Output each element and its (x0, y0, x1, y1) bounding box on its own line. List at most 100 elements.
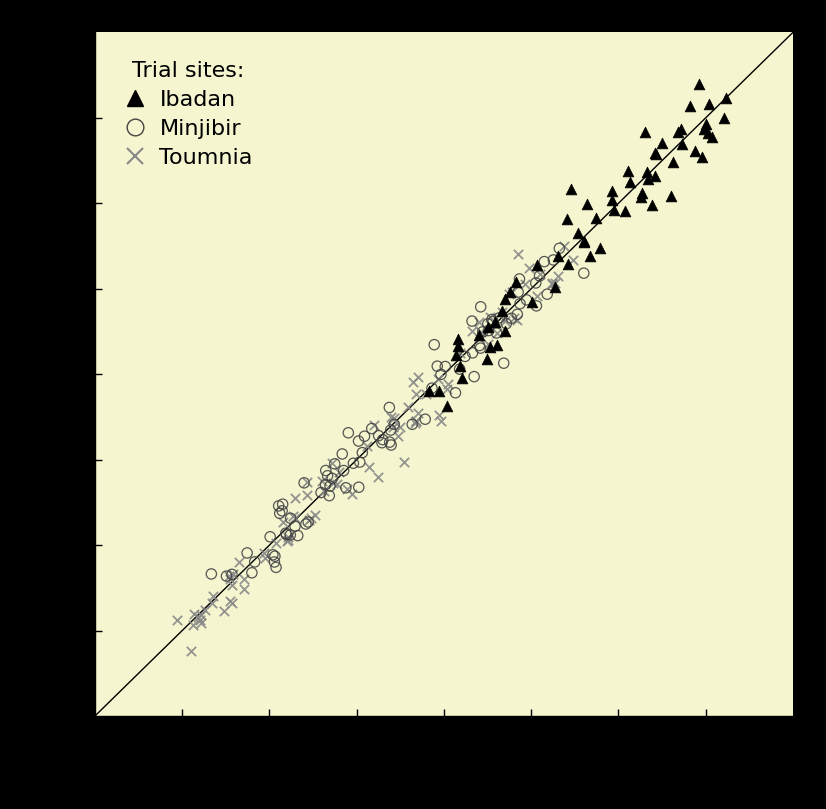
Point (408, 417, 421, 430)
Point (363, 460, 376, 473)
Point (474, 300, 487, 313)
Point (510, 313, 524, 326)
Point (505, 311, 518, 324)
Point (491, 327, 504, 340)
Point (697, 122, 710, 135)
Point (513, 273, 526, 286)
Point (498, 324, 511, 337)
Point (523, 261, 536, 274)
Point (309, 509, 322, 522)
Point (509, 276, 522, 289)
Point (372, 430, 385, 443)
Point (453, 362, 466, 375)
Point (406, 417, 419, 430)
Point (301, 515, 315, 528)
Point (496, 305, 509, 318)
Point (347, 457, 360, 470)
Point (572, 226, 585, 239)
Point (499, 293, 512, 306)
Point (500, 317, 513, 330)
Point (301, 489, 314, 502)
Point (465, 324, 478, 337)
Point (419, 388, 432, 400)
Point (452, 340, 465, 353)
Point (195, 609, 208, 622)
Point (434, 414, 448, 427)
Point (577, 235, 591, 248)
Point (384, 424, 397, 437)
Point (648, 147, 662, 160)
Point (226, 568, 240, 581)
Point (624, 176, 637, 188)
Point (672, 125, 685, 138)
Point (511, 286, 525, 299)
Point (368, 418, 381, 431)
Point (187, 619, 200, 632)
Point (514, 297, 527, 310)
Point (323, 489, 336, 502)
Point (453, 346, 467, 359)
Point (553, 242, 566, 255)
Point (472, 339, 486, 352)
Point (519, 277, 532, 290)
Point (510, 308, 524, 321)
Point (502, 288, 515, 301)
Point (288, 491, 301, 504)
Point (638, 125, 651, 138)
Point (419, 413, 432, 426)
Point (701, 126, 714, 139)
Point (332, 466, 345, 479)
Point (530, 290, 544, 303)
Point (342, 426, 355, 439)
Point (305, 512, 318, 525)
Point (319, 478, 332, 491)
Point (472, 316, 486, 328)
Point (487, 315, 500, 328)
Point (225, 579, 239, 592)
Point (488, 316, 501, 328)
Point (411, 371, 425, 383)
Point (507, 311, 520, 324)
Point (481, 337, 494, 350)
Point (387, 417, 401, 430)
Point (412, 406, 425, 419)
Point (688, 144, 701, 157)
Point (272, 499, 285, 512)
Point (561, 257, 574, 270)
Point (548, 281, 562, 294)
Point (645, 198, 658, 211)
Point (432, 373, 445, 386)
Point (287, 509, 300, 522)
Point (217, 604, 230, 617)
Point (335, 447, 349, 460)
Point (702, 98, 715, 111)
Point (674, 123, 687, 136)
Point (225, 597, 239, 610)
Point (284, 512, 297, 525)
Point (303, 514, 316, 527)
Point (506, 286, 519, 299)
Point (248, 556, 261, 569)
Point (345, 488, 358, 501)
Point (449, 387, 462, 400)
Point (590, 212, 603, 225)
Point (393, 421, 406, 434)
Point (192, 610, 205, 623)
Point (700, 117, 713, 130)
Point (547, 253, 560, 266)
Point (577, 235, 591, 248)
Point (397, 455, 411, 468)
Point (468, 371, 481, 383)
Point (581, 198, 594, 211)
Point (360, 440, 373, 453)
Point (220, 570, 233, 582)
Point (482, 317, 495, 330)
Point (425, 382, 439, 395)
Point (684, 100, 697, 112)
Point (352, 434, 365, 447)
Point (648, 170, 662, 183)
Point (237, 582, 250, 595)
Point (276, 504, 289, 517)
Point (291, 529, 304, 542)
Point (430, 360, 444, 373)
